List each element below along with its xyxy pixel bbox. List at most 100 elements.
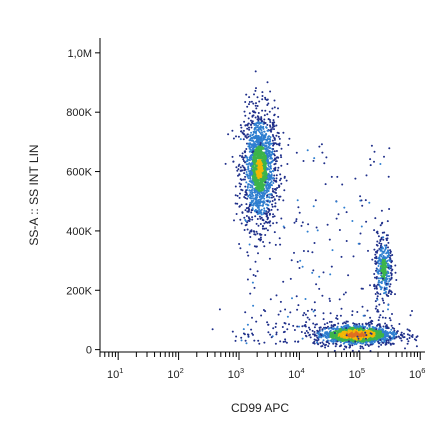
data-point bbox=[291, 297, 293, 300]
data-point bbox=[379, 314, 382, 317]
data-point bbox=[298, 211, 301, 214]
data-point bbox=[385, 288, 388, 291]
data-point bbox=[359, 342, 362, 345]
data-point bbox=[398, 335, 400, 338]
data-point bbox=[231, 129, 234, 132]
data-point bbox=[267, 331, 270, 334]
data-point bbox=[336, 340, 339, 343]
data-point bbox=[378, 279, 380, 282]
data-point bbox=[273, 198, 276, 201]
x-tick-label: 106 bbox=[409, 366, 425, 381]
data-point bbox=[382, 310, 385, 313]
data-point bbox=[415, 336, 418, 339]
data-point bbox=[373, 336, 377, 340]
data-point bbox=[254, 201, 257, 204]
data-point bbox=[357, 242, 360, 245]
data-point bbox=[384, 330, 387, 333]
data-point bbox=[377, 281, 380, 284]
data-point bbox=[389, 254, 392, 257]
data-point bbox=[244, 224, 247, 227]
data-point bbox=[345, 211, 348, 214]
data-point bbox=[282, 199, 285, 202]
data-point bbox=[259, 168, 263, 172]
data-point bbox=[282, 340, 285, 343]
data-point bbox=[251, 120, 254, 123]
data-point bbox=[317, 333, 320, 335]
data-point bbox=[269, 136, 272, 139]
data-point bbox=[257, 136, 260, 138]
data-point bbox=[344, 291, 347, 294]
data-point bbox=[362, 314, 365, 317]
data-point bbox=[368, 321, 370, 324]
data-point bbox=[276, 169, 279, 172]
data-point bbox=[387, 266, 390, 269]
data-point bbox=[313, 326, 316, 329]
data-point bbox=[315, 283, 318, 286]
data-point bbox=[384, 333, 386, 336]
data-point bbox=[321, 345, 324, 347]
data-point bbox=[257, 252, 259, 255]
data-point bbox=[365, 174, 368, 177]
data-point bbox=[350, 326, 353, 330]
data-point bbox=[273, 142, 276, 145]
data-point bbox=[383, 340, 386, 343]
data-point bbox=[274, 326, 277, 328]
data-point bbox=[366, 309, 369, 312]
data-point bbox=[350, 341, 353, 344]
data-point bbox=[256, 115, 259, 118]
data-point bbox=[252, 197, 254, 200]
data-point bbox=[375, 328, 378, 331]
data-point bbox=[249, 142, 252, 145]
data-point bbox=[251, 162, 253, 165]
data-point bbox=[266, 81, 269, 84]
data-point bbox=[249, 186, 252, 189]
data-point bbox=[354, 333, 358, 337]
data-point bbox=[238, 182, 241, 185]
data-point bbox=[378, 303, 381, 306]
data-point bbox=[251, 122, 254, 125]
data-point bbox=[253, 187, 256, 190]
data-point bbox=[388, 277, 391, 280]
data-point bbox=[388, 275, 391, 278]
data-point bbox=[272, 213, 275, 216]
data-point bbox=[237, 135, 240, 138]
data-point bbox=[269, 142, 272, 145]
data-point bbox=[320, 143, 323, 146]
data-point bbox=[387, 308, 389, 311]
data-point bbox=[269, 154, 271, 157]
data-point bbox=[377, 319, 380, 322]
data-point bbox=[308, 328, 311, 331]
data-point bbox=[327, 325, 329, 328]
data-point bbox=[384, 325, 387, 328]
data-point bbox=[236, 202, 239, 205]
data-point bbox=[264, 234, 267, 236]
data-point bbox=[277, 115, 280, 118]
data-point bbox=[251, 143, 254, 146]
data-point bbox=[268, 196, 270, 199]
data-point bbox=[379, 281, 382, 284]
data-point bbox=[384, 322, 387, 325]
data-point bbox=[269, 90, 272, 93]
data-point bbox=[385, 260, 388, 263]
data-point bbox=[239, 138, 242, 141]
data-point bbox=[249, 236, 252, 238]
data-point bbox=[250, 209, 253, 212]
data-point bbox=[392, 330, 395, 333]
data-point bbox=[279, 179, 281, 182]
data-point bbox=[300, 224, 303, 227]
data-point bbox=[395, 336, 398, 339]
data-point bbox=[250, 100, 253, 103]
data-point bbox=[265, 152, 268, 155]
data-point bbox=[380, 282, 383, 285]
data-point bbox=[346, 320, 349, 323]
data-point bbox=[258, 342, 261, 345]
data-point bbox=[304, 334, 307, 337]
data-point bbox=[278, 137, 281, 140]
data-point bbox=[315, 226, 318, 229]
data-point bbox=[267, 149, 270, 152]
data-point bbox=[272, 327, 275, 330]
data-point bbox=[380, 343, 383, 346]
data-point bbox=[235, 335, 238, 338]
data-point bbox=[333, 338, 335, 341]
data-point bbox=[383, 279, 386, 282]
